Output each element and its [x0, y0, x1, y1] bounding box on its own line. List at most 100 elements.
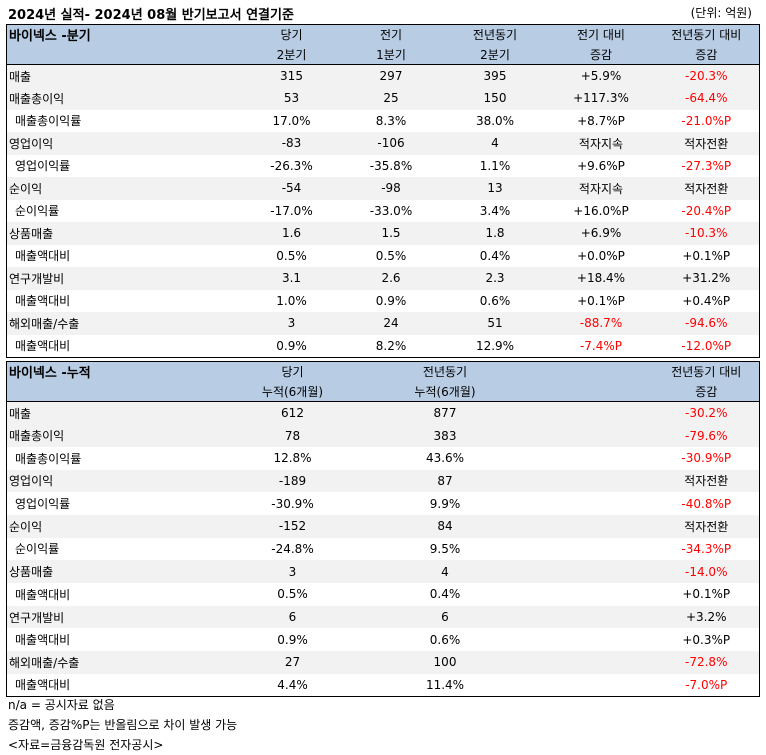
table-row: 순이익률 -17.0% -33.0% 3.4% +16.0%P -20.4%P — [6, 199, 760, 222]
value-cell: -64.4% — [653, 87, 760, 110]
table-row: 매출 612 877 -30.2% — [6, 401, 760, 425]
value-cell: -26.3% — [270, 158, 313, 173]
value-cell: +31.2% — [653, 267, 760, 290]
value-cell: 612 — [242, 401, 343, 425]
value-cell: -83 — [242, 132, 341, 155]
value-cell: -79.6% — [653, 424, 760, 447]
value-cell: 6 — [342, 605, 548, 629]
value-cell: +0.3%P — [653, 628, 760, 652]
cumulative-table: 바이넥스 -누적 당기 전년동기 전년동기 대비 누적(6개월) 누적(6개월)… — [6, 361, 760, 697]
value-cell: 0.6% — [429, 632, 461, 647]
table-row: 매출총이익률 12.8% 43.6% -30.9%P — [6, 446, 760, 470]
section-label: 바이넥스 -누적 — [6, 361, 243, 382]
value-cell: 적자전환 — [653, 132, 760, 155]
value-cell: -40.8%P — [653, 492, 760, 515]
value-cell: 적자전환 — [653, 469, 760, 493]
value-cell: 25 — [340, 87, 442, 110]
unit-label: (단위: 억원) — [690, 6, 752, 20]
value-cell: -88.7% — [548, 312, 654, 335]
value-cell: 1.0% — [276, 293, 307, 308]
value-cell: 100 — [342, 651, 548, 674]
header-cell: 2분기 — [242, 44, 341, 65]
value-cell: 315 — [242, 64, 341, 87]
value-cell: +18.4% — [548, 267, 654, 290]
header-cell: 당기 — [242, 361, 343, 382]
table-row: 매출총이익 78 383 -79.6% — [6, 424, 760, 447]
header-cell: 1분기 — [340, 44, 442, 65]
row-label: 연구개발비 — [6, 267, 243, 290]
row-label: 매출액대비 — [6, 673, 243, 697]
value-cell: -20.3% — [653, 64, 760, 87]
value-cell: -33.0% — [369, 203, 413, 218]
value-cell: -72.8% — [653, 651, 760, 674]
value-cell: -27.3%P — [653, 154, 760, 177]
value-cell: 적자지속 — [548, 132, 654, 155]
table-row: 상품매출 1.6 1.5 1.8 +6.9% -10.3% — [6, 222, 760, 245]
value-cell: 150 — [441, 87, 549, 110]
value-cell: 3.4% — [479, 203, 511, 218]
row-label: 연구개발비 — [6, 605, 243, 629]
spacer-cell — [548, 628, 654, 651]
value-cell: 43.6% — [425, 451, 465, 466]
value-cell: -30.9%P — [653, 446, 760, 470]
value-cell: 87 — [342, 469, 548, 493]
header-cell: 증감 — [548, 44, 654, 65]
spacer-cell — [547, 469, 654, 493]
value-cell: +0.0%P — [577, 248, 625, 263]
row-label: 매출총이익 — [6, 87, 243, 110]
value-cell: +9.6%P — [577, 158, 625, 173]
table-row: 매출액대비 0.9% 0.6% +0.3%P — [6, 628, 760, 652]
value-cell: 3 — [242, 560, 343, 583]
value-cell: 1.5 — [340, 222, 442, 245]
row-label: 매출 — [6, 64, 243, 87]
header-cell: 증감 — [653, 44, 760, 65]
value-cell: 78 — [242, 424, 343, 447]
table-row: 영업이익 -189 87 적자전환 — [6, 469, 760, 493]
value-cell: -7.4%P — [548, 334, 654, 358]
spacer-cell — [547, 605, 654, 629]
note: <자료=금융감독원 전자공시> — [8, 738, 164, 752]
value-cell: -98 — [340, 177, 442, 200]
row-label: 상품매출 — [6, 560, 243, 583]
value-cell: +16.0%P — [573, 203, 629, 218]
value-cell: 8.3% — [375, 113, 407, 128]
spacer-cell — [548, 492, 654, 515]
value-cell: 0.9% — [242, 334, 341, 358]
row-label: 매출총이익률 — [6, 109, 243, 132]
value-cell: -34.3%P — [653, 537, 760, 561]
value-cell: +5.9% — [548, 64, 654, 87]
row-label: 매출액대비 — [6, 244, 243, 267]
value-cell: -10.3% — [653, 222, 760, 245]
page-title: 2024년 실적- 2024년 08월 반기보고서 연결기준 — [8, 8, 294, 23]
value-cell: +0.1%P — [653, 583, 760, 606]
table-row: 해외매출/수출 3 24 51 -88.7% -94.6% — [6, 312, 760, 335]
value-cell: -20.4%P — [653, 199, 760, 222]
value-cell: 84 — [342, 514, 548, 538]
value-cell: +0.1%P — [653, 244, 760, 267]
value-cell: -30.2% — [653, 401, 760, 425]
table-row: 영업이익률 -26.3% -35.8% 1.1% +9.6%P -27.3%P — [6, 154, 760, 177]
table-row: 연구개발비 3.1 2.6 2.3 +18.4% +31.2% — [6, 267, 760, 290]
value-cell: 12.9% — [441, 334, 549, 358]
row-label: 영업이익 — [6, 132, 243, 155]
value-cell: 0.6% — [479, 293, 511, 308]
spacer-cell — [547, 673, 654, 697]
value-cell: +6.9% — [548, 222, 654, 245]
value-cell: 적자전환 — [653, 177, 760, 200]
spacer-cell — [548, 447, 654, 470]
value-cell: +8.7%P — [577, 113, 625, 128]
value-cell: 6 — [242, 605, 343, 629]
value-cell: 297 — [340, 64, 442, 87]
value-cell: 3 — [242, 312, 341, 335]
row-label: 영업이익률 — [6, 154, 243, 177]
header-cell: 전기 대비 — [548, 24, 654, 45]
value-cell: 적자지속 — [548, 177, 654, 200]
value-cell: 2.3 — [441, 267, 549, 290]
spacer-cell — [547, 560, 654, 583]
row-label: 매출 — [6, 401, 243, 425]
value-cell: -189 — [242, 469, 343, 493]
table-row: 매출액대비 0.5% 0.5% 0.4% +0.0%P +0.1%P — [6, 244, 760, 267]
spacer-cell — [548, 583, 654, 606]
value-cell: -12.0%P — [653, 334, 760, 358]
table-row: 해외매출/수출 27 100 -72.8% — [6, 651, 760, 674]
